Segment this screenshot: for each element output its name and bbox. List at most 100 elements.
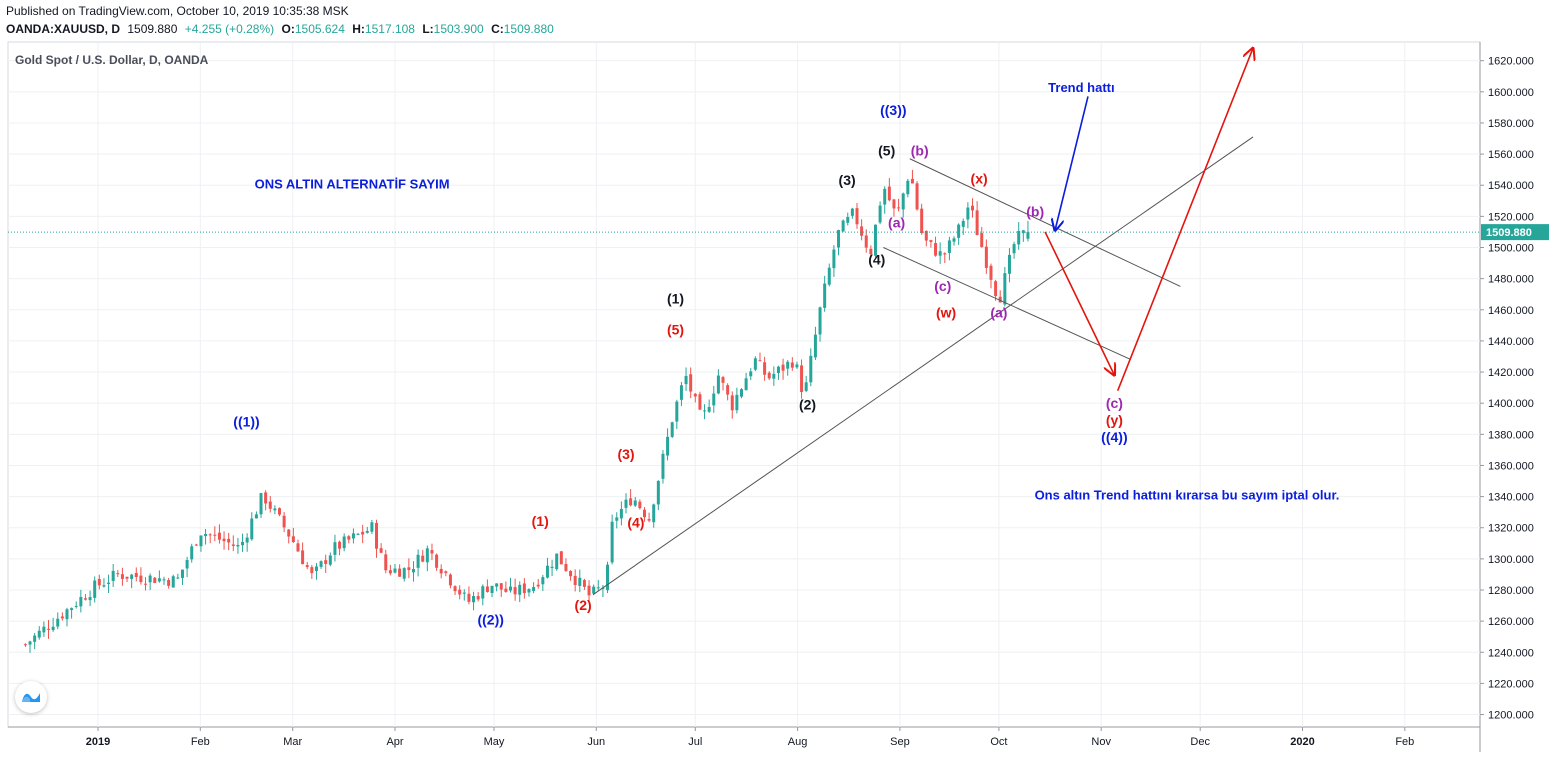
candle-body bbox=[804, 382, 808, 391]
candle-body bbox=[241, 541, 245, 546]
candle bbox=[980, 226, 984, 248]
candle bbox=[693, 392, 697, 403]
candle bbox=[472, 591, 476, 611]
candle-body bbox=[929, 240, 933, 242]
wave-label: (w) bbox=[936, 305, 956, 321]
candle-body bbox=[324, 560, 328, 564]
candle bbox=[180, 569, 184, 585]
candle-body bbox=[227, 538, 231, 543]
candle bbox=[259, 492, 263, 518]
last-price-tag bbox=[1481, 224, 1549, 241]
candle bbox=[532, 582, 536, 594]
candle bbox=[70, 607, 74, 619]
price-tick-label: 1340.000 bbox=[1488, 492, 1534, 504]
candle-body bbox=[587, 585, 591, 596]
candle bbox=[93, 576, 97, 603]
candle bbox=[675, 399, 679, 429]
candle-body bbox=[730, 395, 734, 411]
time-tick-label: Feb bbox=[191, 736, 210, 748]
candle bbox=[758, 352, 762, 362]
candle bbox=[800, 359, 804, 399]
candle bbox=[878, 201, 882, 225]
candle bbox=[804, 375, 808, 393]
candle-body bbox=[291, 536, 295, 543]
candle-body bbox=[97, 578, 101, 586]
candle-body bbox=[347, 536, 351, 540]
candle-body bbox=[924, 230, 928, 241]
grid bbox=[8, 42, 1480, 727]
candle-body bbox=[273, 508, 277, 511]
candle bbox=[421, 549, 425, 563]
candle bbox=[351, 528, 355, 544]
candle-body bbox=[832, 249, 836, 269]
candle-body bbox=[375, 522, 379, 549]
candle-body bbox=[499, 583, 503, 590]
candle-body bbox=[656, 480, 660, 505]
candle-body bbox=[615, 517, 619, 521]
candle bbox=[910, 169, 914, 184]
candle-body bbox=[596, 587, 600, 589]
candle-body bbox=[83, 598, 87, 600]
candle-body bbox=[245, 537, 249, 543]
wave-label: ((3)) bbox=[880, 102, 906, 118]
candle-body bbox=[522, 583, 526, 594]
candle bbox=[444, 570, 448, 577]
candle bbox=[51, 617, 55, 632]
candle bbox=[740, 388, 743, 399]
time-tick-label: Mar bbox=[283, 736, 302, 748]
candle bbox=[1026, 220, 1030, 242]
candle bbox=[827, 263, 831, 287]
candle-body bbox=[333, 542, 337, 555]
candle bbox=[384, 549, 388, 574]
candle bbox=[328, 552, 332, 567]
candle-body bbox=[190, 546, 194, 560]
price-tick-label: 1280.000 bbox=[1488, 585, 1534, 597]
candle-body bbox=[250, 518, 254, 540]
high-label: H: bbox=[352, 22, 365, 36]
annotation-text: ONS ALTIN ALTERNATİF SAYIM bbox=[255, 176, 450, 191]
plot-frame bbox=[7, 41, 1481, 728]
candle-body bbox=[947, 240, 951, 253]
candle bbox=[342, 533, 346, 552]
candle-body bbox=[966, 207, 970, 220]
candle bbox=[883, 186, 887, 214]
candle bbox=[860, 219, 864, 241]
candle bbox=[527, 588, 531, 597]
plot-area bbox=[23, 48, 1253, 653]
candle-body bbox=[504, 588, 508, 592]
candle-body bbox=[139, 575, 143, 583]
high-value: 1517.108 bbox=[364, 22, 415, 36]
wave-label: (y) bbox=[1106, 412, 1123, 428]
wave-label: (5) bbox=[667, 322, 684, 338]
candle bbox=[213, 526, 217, 542]
candle-body bbox=[980, 233, 984, 248]
candle bbox=[144, 577, 148, 591]
candle-body bbox=[74, 605, 78, 607]
candle-body bbox=[421, 555, 425, 562]
candle bbox=[33, 632, 37, 650]
candle-body bbox=[370, 522, 374, 532]
candle-body bbox=[744, 378, 748, 391]
candle bbox=[943, 252, 947, 264]
tradingview-logo[interactable] bbox=[15, 681, 47, 713]
candle bbox=[23, 643, 27, 647]
candle-body bbox=[102, 585, 106, 587]
candle bbox=[661, 450, 665, 484]
candle bbox=[975, 201, 979, 236]
candle-body bbox=[93, 580, 97, 598]
candle-body bbox=[892, 199, 896, 209]
candle-body bbox=[458, 589, 462, 595]
candle-body bbox=[56, 618, 60, 627]
candle-body bbox=[795, 364, 799, 368]
candle-body bbox=[864, 235, 868, 248]
candle-body bbox=[809, 355, 813, 383]
candle-body bbox=[827, 267, 831, 285]
candle bbox=[573, 569, 577, 592]
price-tick-label: 1580.000 bbox=[1488, 118, 1534, 130]
candle bbox=[194, 543, 198, 546]
candle-body bbox=[23, 644, 27, 646]
candle bbox=[929, 239, 933, 248]
candle-body bbox=[813, 334, 817, 358]
candle bbox=[906, 178, 910, 198]
